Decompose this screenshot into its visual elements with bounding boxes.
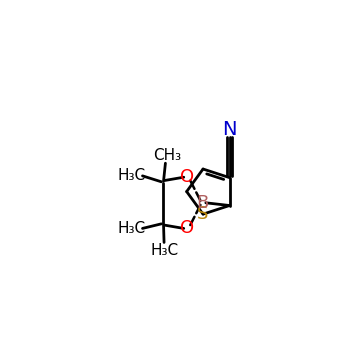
Text: S: S — [197, 205, 209, 223]
Text: H₃C: H₃C — [118, 168, 146, 183]
Text: H₃C: H₃C — [151, 243, 179, 258]
Text: O: O — [180, 219, 194, 237]
Text: H₃C: H₃C — [118, 221, 146, 236]
Text: CH₃: CH₃ — [153, 148, 181, 163]
Text: O: O — [180, 168, 194, 186]
Text: B: B — [196, 194, 209, 212]
Text: N: N — [222, 120, 237, 139]
